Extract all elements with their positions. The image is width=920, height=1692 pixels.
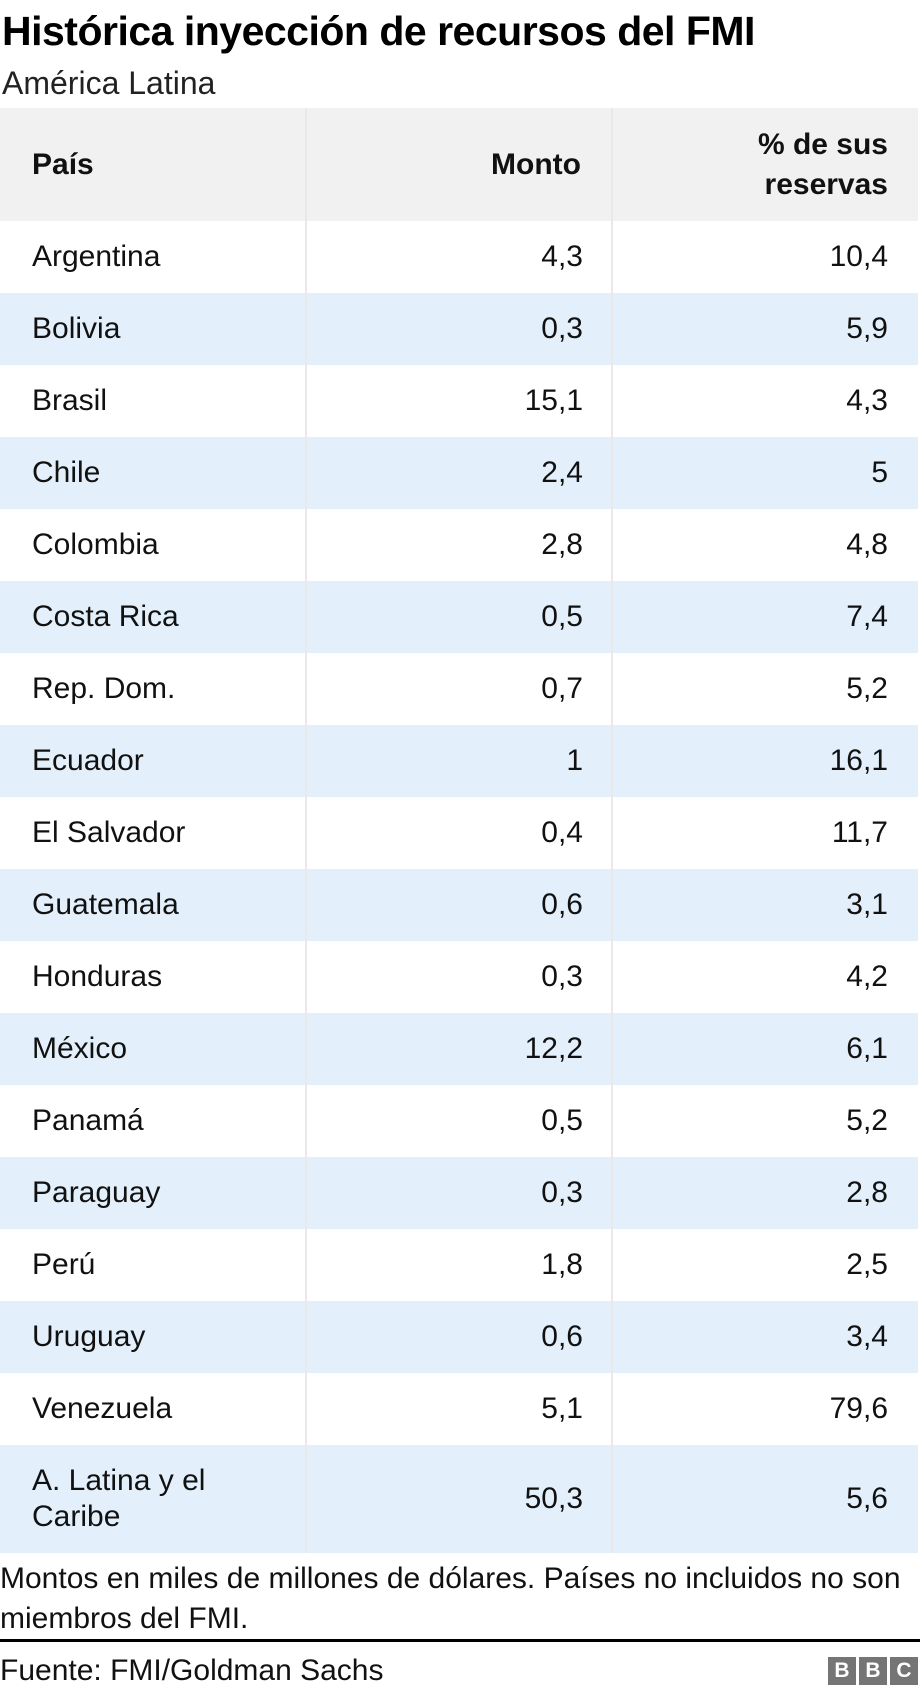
column-header-monto: Monto [306,108,613,221]
bbc-logo-letter: C [890,1657,918,1685]
cell-reservas: 5 [871,456,888,489]
table-row: Venezuela 5,1 79,6 [0,1373,918,1445]
table-row: Perú 1,8 2,5 [0,1229,918,1301]
cell-country: Brasil [0,365,307,437]
cell-reservas: 5,2 [846,1104,888,1137]
cell-monto: 0,3 [306,1157,613,1229]
cell-country: Uruguay [0,1301,307,1373]
cell-monto: 50,3 [306,1445,613,1553]
cell-reservas: 7,4 [846,600,888,633]
cell-reservas: 6,1 [846,1032,888,1065]
cell-monto: 0,3 [306,941,613,1013]
cell-country: A. Latina y el Caribe [0,1445,307,1553]
table-row: A. Latina y el Caribe 50,3 5,6 [0,1445,918,1553]
cell-country: Panamá [0,1085,307,1157]
cell-country: El Salvador [0,797,307,869]
cell-reservas: 3,4 [846,1320,888,1353]
table-row: Honduras 0,3 4,2 [0,941,918,1013]
cell-monto: 0,7 [306,653,613,725]
bbc-logo-letter: B [859,1657,887,1685]
table-row: Colombia 2,8 4,8 [0,509,918,581]
cell-country: Argentina [0,221,307,293]
cell-reservas: 4,8 [846,528,888,561]
cell-monto: 1,8 [306,1229,613,1301]
table-row: Rep. Dom. 0,7 5,2 [0,653,918,725]
cell-reservas: 5,9 [846,312,888,345]
table-row: Panamá 0,5 5,2 [0,1085,918,1157]
cell-country: Ecuador [0,725,307,797]
cell-monto: 2,4 [306,437,613,509]
cell-monto: 15,1 [306,365,613,437]
cell-reservas: 2,5 [846,1248,888,1281]
cell-reservas: 10,4 [829,240,888,273]
cell-reservas: 3,1 [846,888,888,921]
bbc-logo-letter: B [828,1657,856,1685]
cell-country: Venezuela [0,1373,307,1445]
column-header-reservas-label: % de sus reservas [757,127,888,201]
table-row: Ecuador 1 16,1 [0,725,918,797]
cell-reservas: 2,8 [846,1176,888,1209]
infographic: Histórica inyección de recursos del FMI … [0,6,920,1692]
cell-country: México [0,1013,307,1085]
cell-country: Chile [0,437,307,509]
cell-reservas: 79,6 [829,1392,888,1425]
cell-monto: 0,4 [306,797,613,869]
table-body: Argentina 4,3 10,4 Bolivia 0,3 5,9 Brasil 15,1 4… [0,221,918,1553]
cell-reservas: 4,2 [846,960,888,993]
cell-monto: 0,6 [306,1301,613,1373]
table-header-row: País Monto % de sus reservas [0,108,918,221]
cell-monto: 0,5 [306,581,613,653]
table-row: Costa Rica 0,5 7,4 [0,581,918,653]
page-subtitle: América Latina [2,65,216,101]
cell-reservas: 5,2 [846,672,888,705]
source-label: Fuente: FMI/Goldman Sachs [0,1654,384,1687]
cell-country: Guatemala [0,869,307,941]
cell-reservas: 11,7 [831,816,888,849]
cell-country: Rep. Dom. [0,653,307,725]
cell-reservas: 5,6 [846,1482,888,1515]
cell-monto: 0,6 [306,869,613,941]
cell-monto: 12,2 [306,1013,613,1085]
cell-country: Costa Rica [0,581,307,653]
cell-monto: 0,5 [306,1085,613,1157]
table-row: El Salvador 0,4 11,7 [0,797,918,869]
cell-reservas: 16,1 [829,744,888,777]
cell-monto: 4,3 [306,221,613,293]
column-header-pais: País [0,108,307,221]
table-row: Chile 2,4 5 [0,437,918,509]
table-row: Brasil 15,1 4,3 [0,365,918,437]
source-divider [0,1639,920,1642]
cell-monto: 2,8 [306,509,613,581]
table-row: Guatemala 0,6 3,1 [0,869,918,941]
page-title: Histórica inyección de recursos del FMI [2,8,755,54]
cell-country: Honduras [0,941,307,1013]
column-header-reservas: % de sus reservas [612,108,918,221]
cell-monto: 1 [306,725,613,797]
cell-monto: 5,1 [306,1373,613,1445]
cell-country: Bolivia [0,293,307,365]
cell-country: Perú [0,1229,307,1301]
footnote: Montos en miles de millones de dólares. … [0,1562,901,1635]
table-row: Argentina 4,3 10,4 [0,221,918,293]
cell-country: Colombia [0,509,307,581]
table-row: Bolivia 0,3 5,9 [0,293,918,365]
cell-country: Paraguay [0,1157,307,1229]
table-row: Uruguay 0,6 3,4 [0,1301,918,1373]
table-row: México 12,2 6,1 [0,1013,918,1085]
table-header: País Monto % de sus reservas [0,108,918,221]
imf-table: País Monto % de sus reservas Argentina 4,… [0,108,918,1553]
table-row: Paraguay 0,3 2,8 [0,1157,918,1229]
cell-reservas: 4,3 [846,384,888,417]
cell-monto: 0,3 [306,293,613,365]
